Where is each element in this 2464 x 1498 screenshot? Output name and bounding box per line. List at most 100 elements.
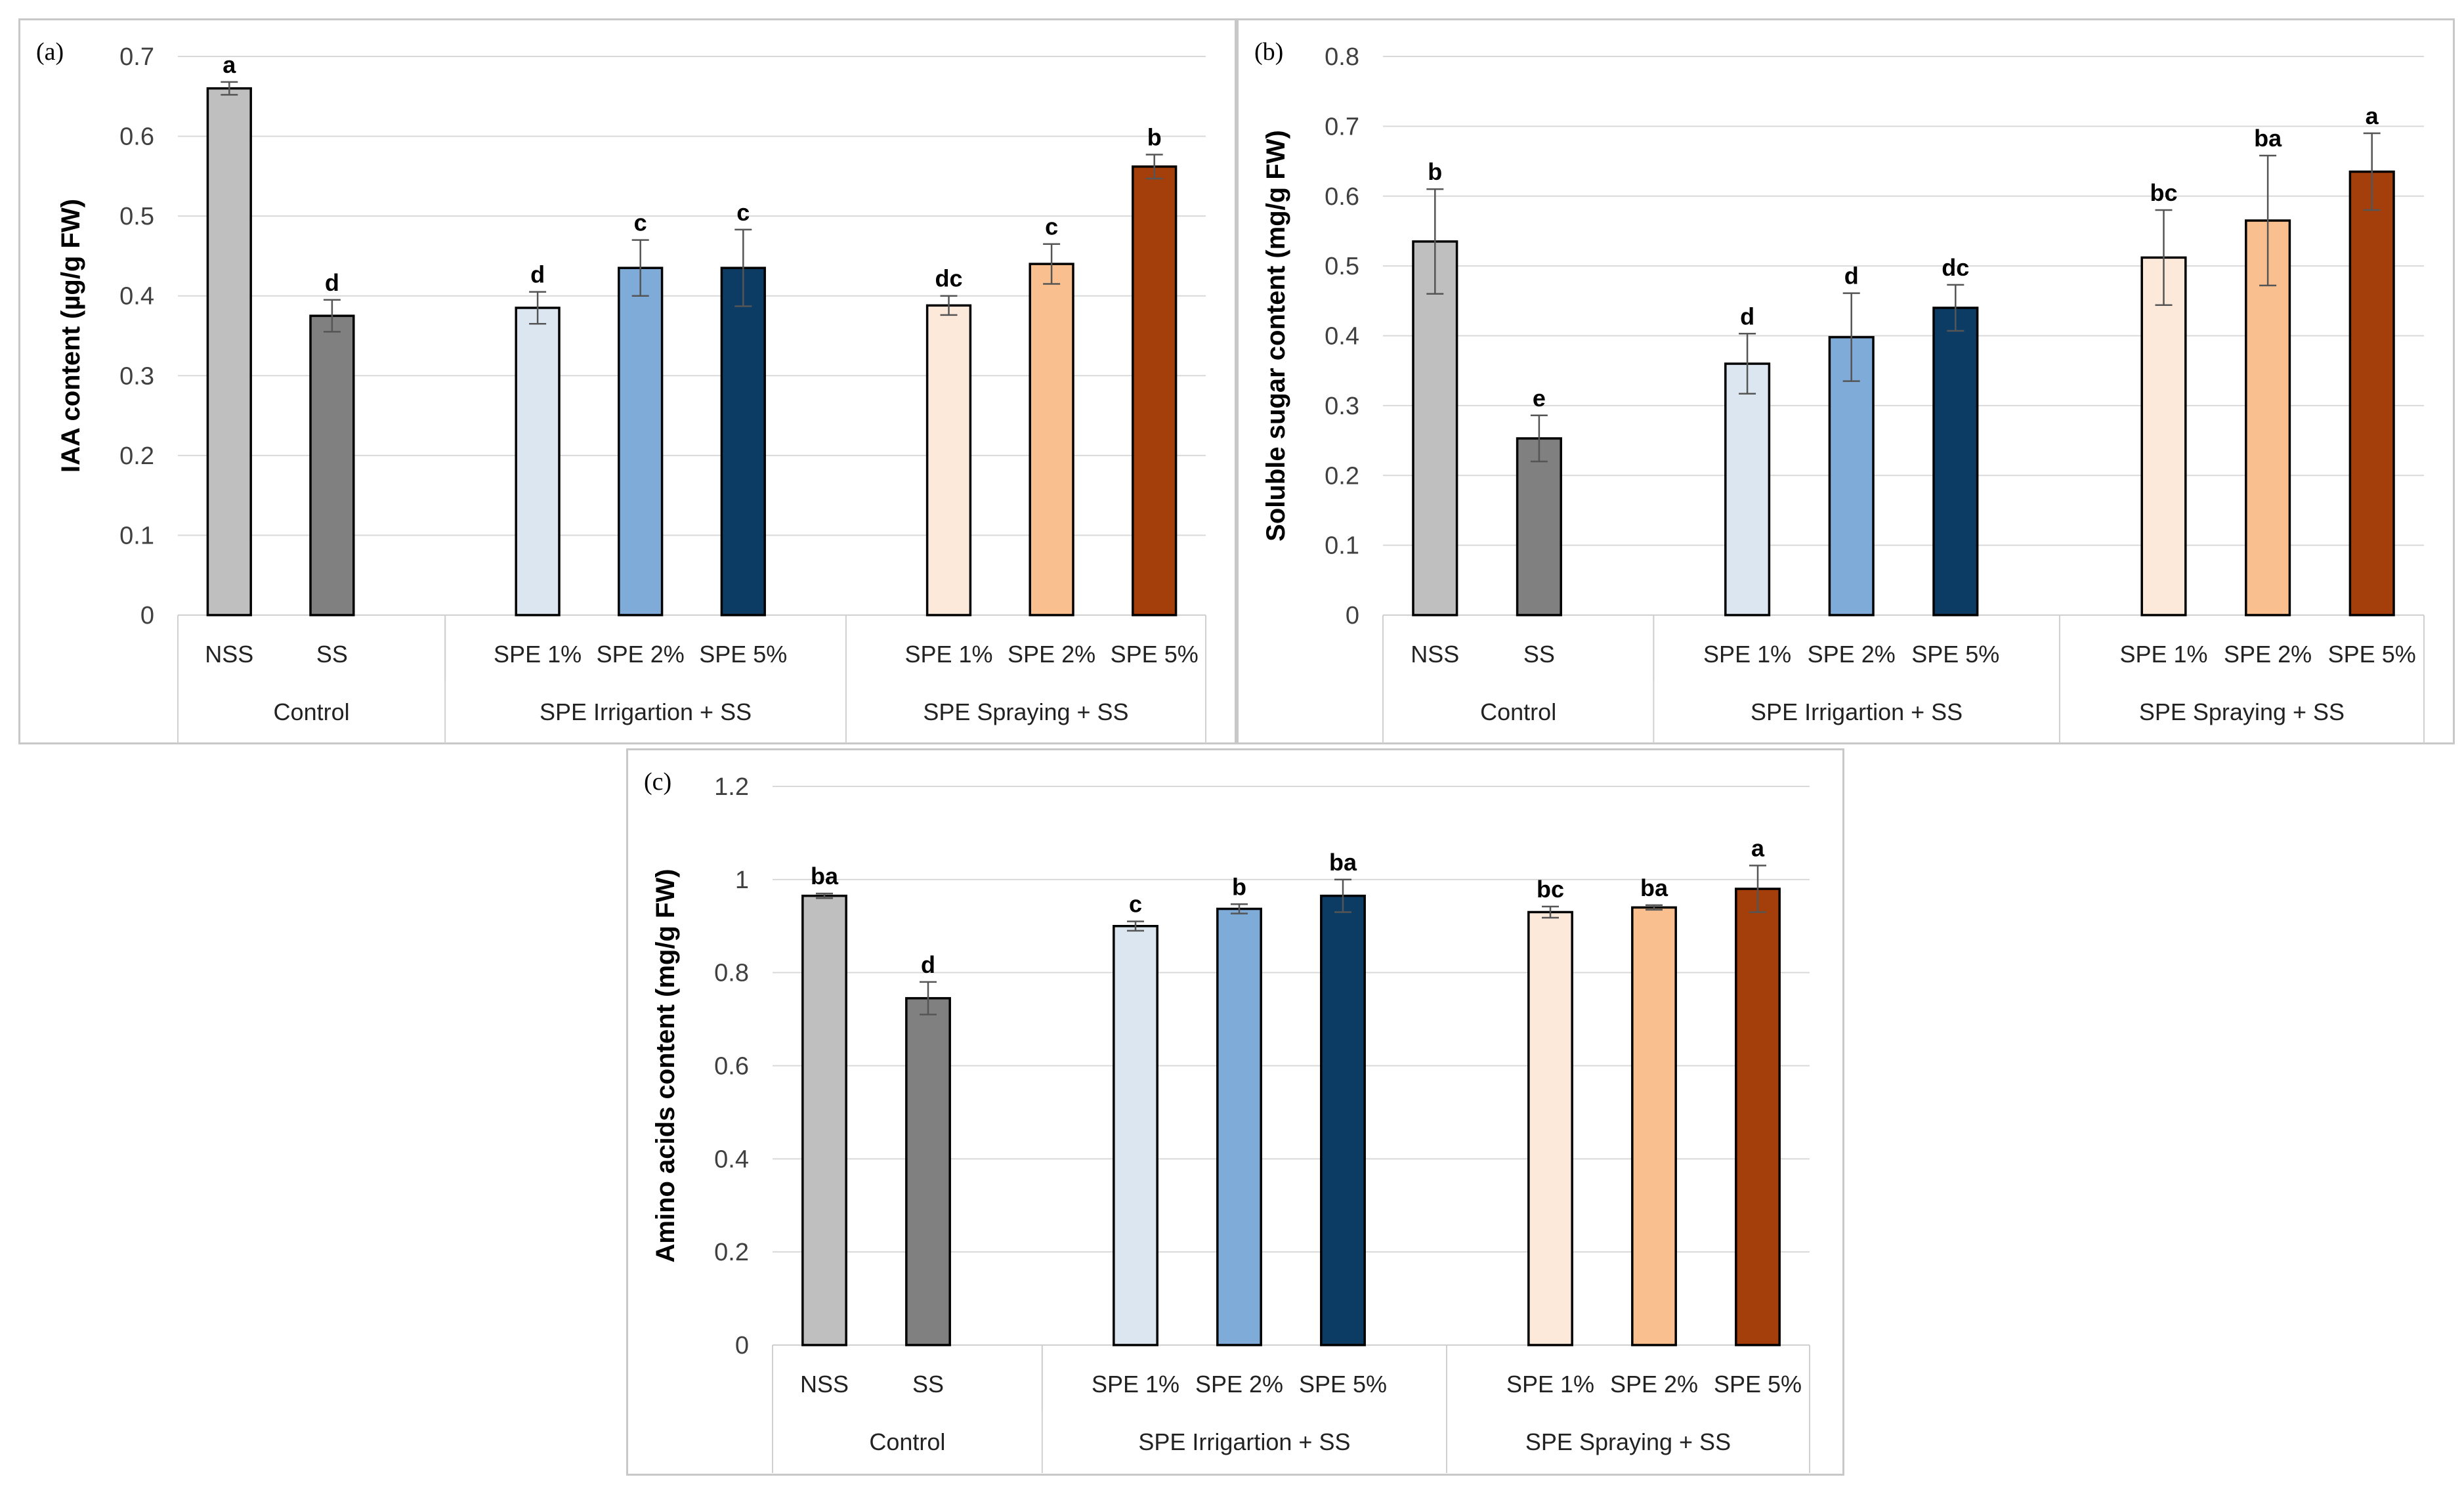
y-tick-label: 1 xyxy=(735,867,749,894)
category-label: SPE 2% xyxy=(1195,1371,1283,1398)
y-tick-label: 0 xyxy=(1346,602,1359,630)
bar xyxy=(1527,910,1573,1346)
bar xyxy=(2140,256,2187,616)
bar xyxy=(1320,894,1366,1346)
significance-letter: ba xyxy=(1640,874,1668,901)
significance-letter: ba xyxy=(1329,849,1357,876)
group-label: SPE Spraying + SS xyxy=(923,698,1128,725)
bar xyxy=(618,267,664,616)
y-axis-title: Soluble sugar content (mg/g FW) xyxy=(1262,130,1290,542)
significance-letter: dc xyxy=(1942,254,1969,281)
bar xyxy=(515,307,561,616)
group-label: SPE Irrigartion + SS xyxy=(1751,698,1963,725)
chart-c-svg: (c) 0 0.2 0.4 0.6 0.8 1 1.2 Amino acids content … xyxy=(644,768,1810,1473)
y-tick-label: 0.7 xyxy=(1325,113,1359,140)
group-label: Control xyxy=(274,698,350,725)
bar xyxy=(720,267,766,616)
bar xyxy=(925,304,972,616)
chart-panel-c: (c) 0 0.2 0.4 0.6 0.8 1 1.2 Amino acids content … xyxy=(626,748,1844,1476)
significance-letter: c xyxy=(736,199,750,226)
bar xyxy=(206,87,252,616)
bar xyxy=(801,894,847,1346)
significance-letter: d xyxy=(921,951,935,978)
group-label: SPE Irrigartion + SS xyxy=(540,698,752,725)
category-label: SPE 5% xyxy=(1299,1371,1387,1398)
category-label: SPE 1% xyxy=(904,641,992,668)
group-label: SPE Spraying + SS xyxy=(1525,1428,1731,1455)
category-label: SPE 1% xyxy=(494,641,582,668)
significance-letter: d xyxy=(530,261,545,288)
significance-letter: e xyxy=(1533,385,1546,412)
group-label: SPE Spraying + SS xyxy=(2139,698,2345,725)
y-tick-label: 0.6 xyxy=(714,1053,749,1081)
significance-letter: a xyxy=(2366,102,2379,129)
y-tick-label: 0.4 xyxy=(1325,323,1359,351)
chart-panel-b: (b) 0 0.1 0.2 0.3 0.4 0.5 0.6 0.7 0.8 Soluble suga… xyxy=(1237,18,2455,744)
y-tick-label: 0 xyxy=(735,1332,749,1359)
significance-letter: c xyxy=(1045,213,1058,240)
bar xyxy=(1216,907,1262,1346)
significance-letter: c xyxy=(634,209,647,236)
bar xyxy=(1735,888,1781,1346)
bar xyxy=(1029,263,1074,616)
category-label: SPE 1% xyxy=(1092,1371,1179,1398)
significance-letter: ba xyxy=(811,863,839,889)
bar xyxy=(905,996,951,1346)
category-label: SPE 2% xyxy=(2224,641,2312,668)
category-label: SPE 5% xyxy=(1714,1371,1802,1398)
bar xyxy=(1631,906,1677,1346)
chart-b-svg: (b) 0 0.1 0.2 0.3 0.4 0.5 0.6 0.7 0.8 Soluble suga… xyxy=(1254,38,2425,743)
bar xyxy=(2348,170,2395,616)
significance-letter: d xyxy=(1740,303,1754,330)
significance-letter: b xyxy=(1232,873,1246,900)
y-tick-label: 0.6 xyxy=(119,123,154,151)
bar xyxy=(1828,335,1875,616)
panel-label: (c) xyxy=(644,768,671,796)
group-label: SPE Irrigartion + SS xyxy=(1138,1428,1350,1455)
significance-letter: bc xyxy=(2150,179,2177,206)
significance-letter: d xyxy=(325,269,339,296)
significance-letter: b xyxy=(1428,158,1442,185)
y-tick-label: 0.2 xyxy=(1325,462,1359,490)
group-label: Control xyxy=(1480,698,1556,725)
significance-letter: dc xyxy=(935,265,962,292)
category-label: SPE 5% xyxy=(2328,641,2416,668)
y-tick-label: 0.4 xyxy=(119,283,154,310)
category-label: SPE 5% xyxy=(699,641,787,668)
bar xyxy=(1516,437,1562,616)
chart-panel-a: (a) 0 0.1 0.2 0.3 0.4 0.5 0.6 0.7 IAA content (µg… xyxy=(18,18,1237,744)
category-label: SPE 1% xyxy=(1506,1371,1594,1398)
bar xyxy=(1932,307,1979,616)
category-label: SS xyxy=(1523,641,1555,668)
y-axis-title: IAA content (µg/g FW) xyxy=(56,199,85,473)
significance-letter: bc xyxy=(1537,876,1564,903)
y-tick-label: 0.2 xyxy=(714,1239,749,1266)
bar xyxy=(1412,240,1458,616)
y-tick-label: 0.4 xyxy=(714,1145,749,1173)
category-label: NSS xyxy=(205,641,253,668)
category-label: NSS xyxy=(800,1371,849,1398)
y-tick-label: 0.3 xyxy=(1325,393,1359,420)
group-label: Control xyxy=(869,1428,945,1455)
panel-label: (b) xyxy=(1254,38,1283,66)
y-tick-label: 0.5 xyxy=(119,203,154,230)
y-tick-label: 0.3 xyxy=(119,362,154,390)
y-tick-label: 0.7 xyxy=(119,43,154,71)
y-tick-label: 0.8 xyxy=(1325,43,1359,71)
bar xyxy=(309,314,355,616)
category-label: SPE 1% xyxy=(2119,641,2207,668)
y-tick-label: 0.1 xyxy=(119,522,154,549)
y-tick-label: 0.1 xyxy=(1325,532,1359,560)
category-label: SPE 5% xyxy=(1911,641,1999,668)
y-tick-label: 0.5 xyxy=(1325,253,1359,280)
y-tick-label: 0.8 xyxy=(714,960,749,987)
category-label: SS xyxy=(316,641,348,668)
significance-letter: d xyxy=(1844,263,1859,289)
panel-label: (a) xyxy=(36,38,64,66)
category-label: SPE 2% xyxy=(597,641,685,668)
bar xyxy=(1724,362,1771,616)
category-label: SPE 2% xyxy=(1610,1371,1698,1398)
bar xyxy=(1132,165,1178,616)
category-label: SPE 2% xyxy=(1008,641,1095,668)
significance-letter: b xyxy=(1147,124,1162,151)
